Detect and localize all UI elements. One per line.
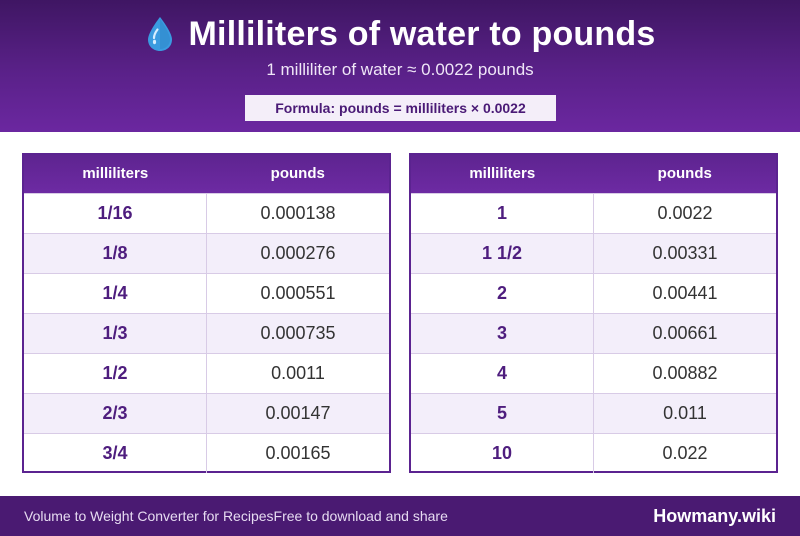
milliliters-cell: 1: [411, 193, 594, 233]
table-row: 3 0.00661: [411, 313, 776, 353]
table-row: 2/3 0.00147: [24, 393, 389, 433]
pounds-cell: 0.000138: [260, 202, 336, 223]
milliliters-cell: 2/3: [24, 393, 207, 433]
pounds-cell: 0.011: [663, 402, 707, 423]
milliliters-cell: 1/3: [24, 313, 207, 353]
pounds-cell: 0.000735: [260, 322, 336, 343]
footer-bar: Volume to Weight Converter for Recipes Fr…: [0, 496, 800, 536]
milliliters-cell: 3: [411, 313, 594, 353]
milliliters-cell: 2: [411, 273, 594, 313]
milliliters-cell: 1 1/2: [411, 233, 594, 273]
table-header-row: milliliters pounds: [24, 155, 389, 193]
conversion-table-large: milliliters pounds 1 0.0022 1 1/2 0.00331 …: [409, 153, 778, 473]
column-header-milliliters: milliliters: [82, 165, 149, 183]
milliliters-cell: 1/2: [24, 353, 207, 393]
milliliters-cell: 5: [411, 393, 594, 433]
table-row: 1/4 0.000551: [24, 273, 389, 313]
conversion-table: milliliters pounds 1 0.0022 1 1/2 0.00331 …: [411, 155, 776, 473]
pounds-cell: 0.00882: [652, 362, 718, 383]
milliliters-cell: 1/16: [24, 193, 207, 233]
pounds-cell: 0.000276: [260, 242, 336, 263]
conversion-subtitle: 1 milliliter of water ≈ 0.0022 pounds: [266, 60, 534, 79]
formula-badge: Formula: pounds = milliliters × 0.0022: [245, 95, 556, 121]
brand-logo: Howmany.wiki: [653, 505, 776, 526]
table-row: 1/8 0.000276: [24, 233, 389, 273]
pounds-cell: 0.000551: [260, 282, 336, 303]
column-header-milliliters: milliliters: [469, 165, 536, 183]
footer-tagline: Volume to Weight Converter for Recipes: [24, 508, 274, 524]
conversion-table: milliliters pounds 1/16 0.000138 1/8 0.000…: [24, 155, 389, 473]
table-row: 3/4 0.00165: [24, 433, 389, 473]
pounds-cell: 0.00147: [265, 402, 331, 423]
table-row: 5 0.011: [411, 393, 776, 433]
pounds-cell: 0.00441: [652, 282, 718, 303]
page-title: Milliliters of water to pounds: [188, 14, 656, 53]
header-banner: Milliliters of water to pounds 1 millili…: [0, 0, 800, 132]
water-drop-icon: [147, 17, 172, 51]
table-row: 1/16 0.000138: [24, 193, 389, 233]
title-row: Milliliters of water to pounds: [0, 12, 800, 56]
table-row: 1/3 0.000735: [24, 313, 389, 353]
table-header-row: milliliters pounds: [411, 155, 776, 193]
table-row: 1 0.0022: [411, 193, 776, 233]
column-header-pounds: pounds: [270, 165, 325, 183]
footer-description: Volume to Weight Converter for Recipes Fr…: [24, 496, 448, 536]
pounds-cell: 0.0011: [271, 362, 325, 383]
pounds-cell: 0.0022: [657, 202, 713, 223]
table-row: 1/2 0.0011: [24, 353, 389, 393]
milliliters-cell: 10: [411, 433, 594, 473]
conversion-table-small: milliliters pounds 1/16 0.000138 1/8 0.000…: [22, 153, 391, 473]
footer-share-note: Free to download and share: [273, 508, 448, 524]
table-row: 10 0.022: [411, 433, 776, 473]
table-row: 2 0.00441: [411, 273, 776, 313]
pounds-cell: 0.00165: [265, 442, 331, 463]
pounds-cell: 0.00661: [652, 322, 718, 343]
milliliters-cell: 1/4: [24, 273, 207, 313]
table-row: 4 0.00882: [411, 353, 776, 393]
table-row: 1 1/2 0.00331: [411, 233, 776, 273]
column-header-pounds: pounds: [657, 165, 712, 183]
milliliters-cell: 1/8: [24, 233, 207, 273]
pounds-cell: 0.00331: [652, 242, 718, 263]
milliliters-cell: 3/4: [24, 433, 207, 473]
milliliters-cell: 4: [411, 353, 594, 393]
pounds-cell: 0.022: [662, 442, 708, 463]
